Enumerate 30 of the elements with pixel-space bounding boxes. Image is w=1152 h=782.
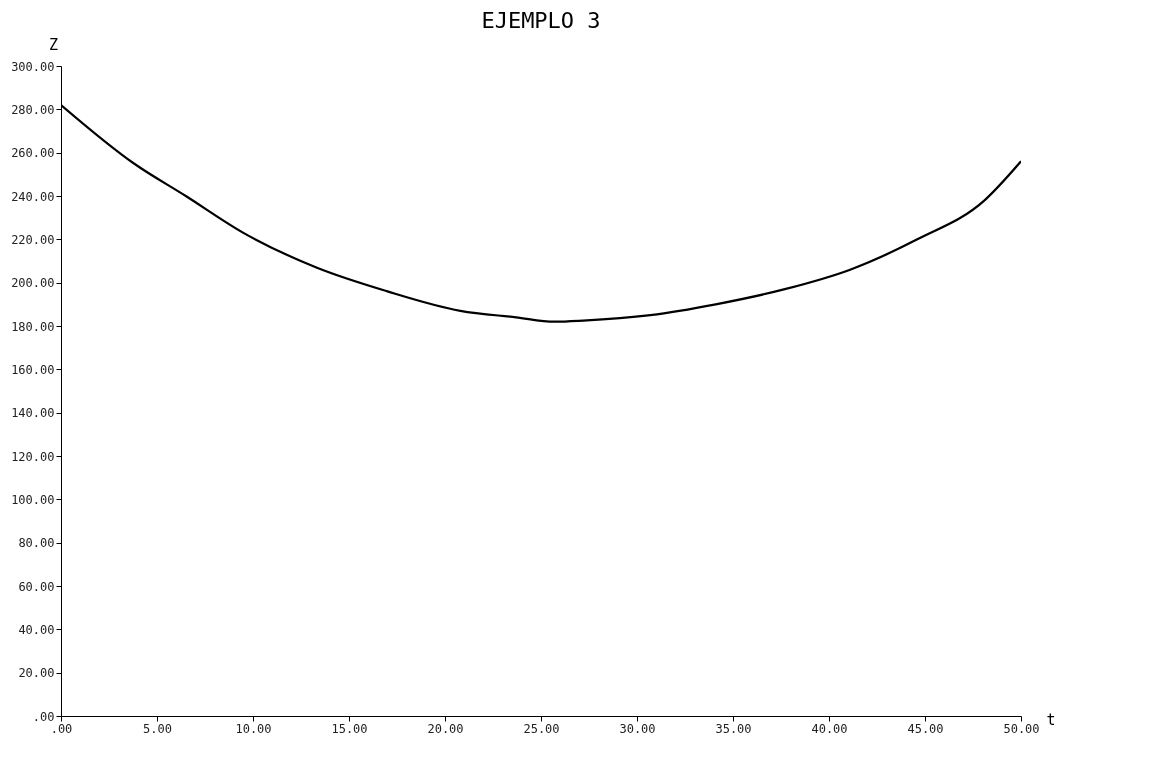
x-tick-label: 50.00 — [1003, 721, 1040, 736]
x-tick-label: 5.00 — [143, 721, 172, 736]
y-tick-label: 260.00 — [11, 146, 55, 161]
x-tick-label: 40.00 — [811, 721, 848, 736]
y-axis-title: Z — [48, 35, 59, 54]
y-tick-label: 300.00 — [11, 59, 55, 74]
x-tick-label: 25.00 — [523, 721, 560, 736]
y-tick-label: 60.00 — [18, 579, 55, 594]
chart-title: EJEMPLO 3 — [481, 8, 601, 33]
y-tick-label: 40.00 — [18, 622, 55, 637]
y-tick-label: 140.00 — [11, 406, 55, 421]
y-tick-label: 280.00 — [11, 102, 55, 117]
y-tick-label: 200.00 — [11, 276, 55, 291]
x-axis-title: t — [1046, 710, 1056, 729]
x-tick-label: 45.00 — [907, 721, 944, 736]
y-tick-label: 160.00 — [11, 362, 55, 377]
x-tick-label: 15.00 — [331, 721, 368, 736]
x-tick-label: 35.00 — [715, 721, 752, 736]
y-tick-label: 120.00 — [11, 449, 55, 464]
x-tick-label: 20.00 — [427, 721, 464, 736]
y-tick-label: 220.00 — [11, 232, 55, 247]
y-tick-label: 180.00 — [11, 319, 55, 334]
y-tick-label: 100.00 — [11, 492, 55, 507]
x-tick-label: .00 — [50, 721, 73, 736]
y-tick-label: 80.00 — [18, 536, 55, 551]
y-tick-label: 20.00 — [18, 666, 55, 681]
y-tick-label: 240.00 — [11, 189, 55, 204]
x-tick-label: 30.00 — [619, 721, 656, 736]
y-tick-label: .00 — [32, 709, 55, 724]
x-tick-label: 10.00 — [235, 721, 272, 736]
